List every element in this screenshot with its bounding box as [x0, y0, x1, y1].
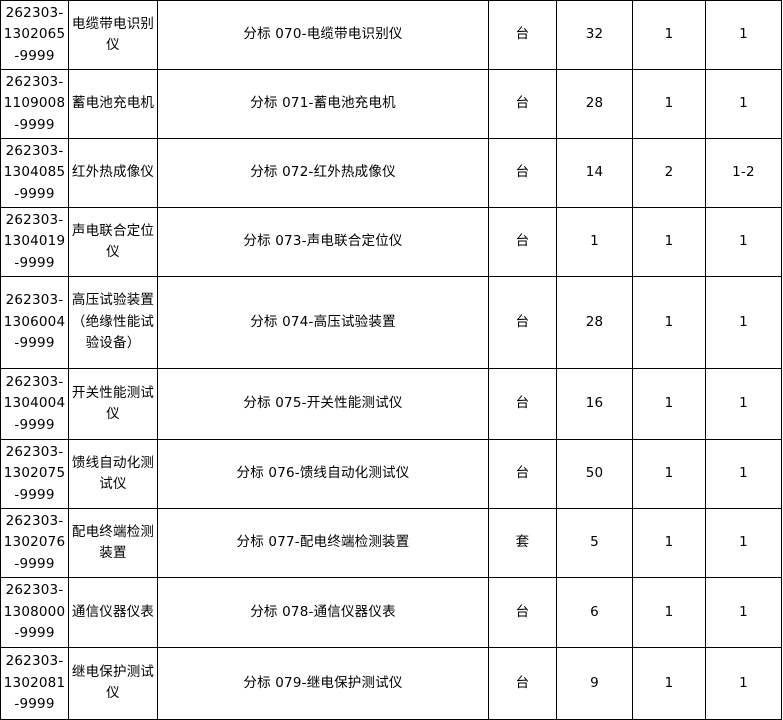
cell-unit: 台 [488, 207, 557, 277]
cell-unit: 台 [488, 577, 557, 648]
cell-package-range: 1 [705, 368, 782, 440]
cell-package-name: 分标 076-馈线自动化测试仪 [157, 439, 489, 509]
cell-material-name: 蓄电池充电机 [68, 69, 158, 139]
cell-quantity: 6 [556, 577, 633, 648]
cell-unit: 台 [488, 439, 557, 509]
table-row: 262303-1109008-9999 蓄电池充电机 分标 071-蓄电池充电机… [0, 69, 782, 139]
cell-package-name: 分标 078-通信仪器仪表 [157, 577, 489, 648]
cell-quantity: 5 [556, 508, 633, 578]
cell-unit: 套 [488, 508, 557, 578]
cell-quantity: 9 [556, 647, 633, 720]
cell-material-code: 262303-1302075-9999 [0, 439, 69, 509]
cell-min-package: 1 [632, 577, 706, 648]
cell-unit: 台 [488, 138, 557, 208]
cell-package-name: 分标 073-声电联合定位仪 [157, 207, 489, 277]
cell-material-code: 262303-1308000-9999 [0, 577, 69, 648]
cell-material-name: 高压试验装置（绝缘性能试验设备） [68, 276, 158, 369]
table-row: 262303-1308000-9999 通信仪器仪表 分标 078-通信仪器仪表… [0, 577, 782, 648]
cell-quantity: 32 [556, 0, 633, 70]
table-row: 262303-1304004-9999 开关性能测试仪 分标 075-开关性能测… [0, 368, 782, 440]
cell-quantity: 28 [556, 69, 633, 139]
table-row: 262303-1302075-9999 馈线自动化测试仪 分标 076-馈线自动… [0, 439, 782, 509]
cell-package-range: 1 [705, 439, 782, 509]
cell-min-package: 2 [632, 138, 706, 208]
cell-min-package: 1 [632, 276, 706, 369]
cell-unit: 台 [488, 276, 557, 369]
cell-material-name: 红外热成像仪 [68, 138, 158, 208]
table-row: 262303-1302076-9999 配电终端检测装置 分标 077-配电终端… [0, 508, 782, 578]
cell-package-name: 分标 072-红外热成像仪 [157, 138, 489, 208]
table-row: 262303-1302065-9999 电缆带电识别仪 分标 070-电缆带电识… [0, 0, 782, 70]
cell-material-name: 配电终端检测装置 [68, 508, 158, 578]
cell-material-code: 262303-1306004-9999 [0, 276, 69, 369]
cell-package-name: 分标 071-蓄电池充电机 [157, 69, 489, 139]
cell-min-package: 1 [632, 647, 706, 720]
cell-material-name: 继电保护测试仪 [68, 647, 158, 720]
cell-quantity: 16 [556, 368, 633, 440]
cell-unit: 台 [488, 368, 557, 440]
cell-unit: 台 [488, 0, 557, 70]
cell-min-package: 1 [632, 207, 706, 277]
cell-material-code: 262303-1302081-9999 [0, 647, 69, 720]
cell-quantity: 1 [556, 207, 633, 277]
cell-material-code: 262303-1302076-9999 [0, 508, 69, 578]
cell-material-code: 262303-1109008-9999 [0, 69, 69, 139]
cell-unit: 台 [488, 647, 557, 720]
cell-material-name: 馈线自动化测试仪 [68, 439, 158, 509]
cell-min-package: 1 [632, 439, 706, 509]
cell-min-package: 1 [632, 0, 706, 70]
table-row: 262303-1306004-9999 高压试验装置（绝缘性能试验设备） 分标 … [0, 276, 782, 369]
cell-package-name: 分标 070-电缆带电识别仪 [157, 0, 489, 70]
cell-package-range: 1-2 [705, 138, 782, 208]
cell-material-name: 通信仪器仪表 [68, 577, 158, 648]
cell-package-range: 1 [705, 577, 782, 648]
cell-material-code: 262303-1304019-9999 [0, 207, 69, 277]
cell-material-code: 262303-1304004-9999 [0, 368, 69, 440]
cell-package-range: 1 [705, 276, 782, 369]
cell-package-range: 1 [705, 508, 782, 578]
cell-package-name: 分标 075-开关性能测试仪 [157, 368, 489, 440]
cell-material-name: 声电联合定位仪 [68, 207, 158, 277]
cell-package-name: 分标 074-高压试验装置 [157, 276, 489, 369]
cell-unit: 台 [488, 69, 557, 139]
cell-material-code: 262303-1302065-9999 [0, 0, 69, 70]
cell-package-range: 1 [705, 647, 782, 720]
cell-min-package: 1 [632, 508, 706, 578]
cell-material-name: 电缆带电识别仪 [68, 0, 158, 70]
cell-min-package: 1 [632, 69, 706, 139]
table-row: 262303-1304085-9999 红外热成像仪 分标 072-红外热成像仪… [0, 138, 782, 208]
cell-quantity: 28 [556, 276, 633, 369]
cell-material-code: 262303-1304085-9999 [0, 138, 69, 208]
cell-package-range: 1 [705, 69, 782, 139]
cell-package-range: 1 [705, 207, 782, 277]
cell-quantity: 14 [556, 138, 633, 208]
cell-package-range: 1 [705, 0, 782, 70]
cell-quantity: 50 [556, 439, 633, 509]
cell-package-name: 分标 077-配电终端检测装置 [157, 508, 489, 578]
table-row: 262303-1302081-9999 继电保护测试仪 分标 079-继电保护测… [0, 647, 782, 720]
table-row: 262303-1304019-9999 声电联合定位仪 分标 073-声电联合定… [0, 207, 782, 277]
cell-package-name: 分标 079-继电保护测试仪 [157, 647, 489, 720]
cell-material-name: 开关性能测试仪 [68, 368, 158, 440]
cell-min-package: 1 [632, 368, 706, 440]
